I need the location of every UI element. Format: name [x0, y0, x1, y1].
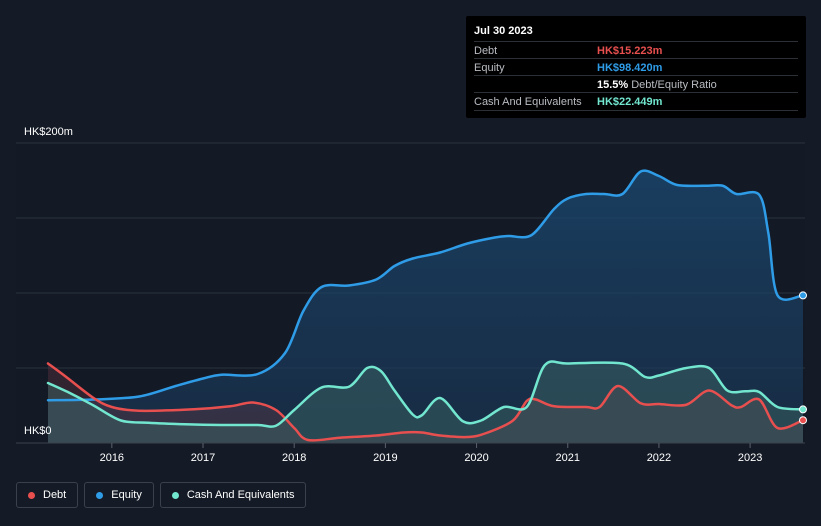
ratio-caption: Debt/Equity Ratio — [631, 79, 717, 91]
y-axis-top-label: HK$200m — [24, 126, 73, 138]
legend-item-equity[interactable]: Equity — [84, 482, 154, 508]
tooltip-row-debt: Debt HK$15.223m — [474, 41, 798, 59]
legend-dot-icon — [96, 491, 104, 499]
end-point-equity — [799, 291, 807, 300]
legend-item-debt[interactable]: Debt — [16, 482, 79, 508]
x-tick-label: 2020 — [464, 452, 488, 464]
ratio-value: 15.5% — [597, 79, 629, 91]
tooltip-row-cash: Cash And Equivalents HK$22.449m — [474, 92, 798, 111]
legend-label: Equity — [111, 489, 142, 501]
line-cash-and-equivalents — [46, 360, 805, 428]
tooltip-value: HK$22.449m — [597, 96, 663, 108]
area-fills — [48, 170, 803, 444]
line-equity — [46, 169, 805, 402]
x-axis-ticks: 2016 2017 2018 2019 2020 2021 2022 2023 — [16, 442, 805, 464]
end-markers — [799, 291, 807, 425]
x-tick-label: 2021 — [556, 452, 580, 464]
tooltip-label: Debt — [474, 45, 498, 57]
x-tick-label: 2019 — [373, 452, 397, 464]
end-point-debt — [799, 416, 807, 425]
x-tick-label: 2022 — [647, 452, 671, 464]
chart-legend: Debt Equity Cash And Equivalents — [16, 482, 307, 510]
tooltip-label: Equity — [474, 62, 505, 74]
end-point-cash-and-equivalents — [799, 405, 807, 414]
tooltip-label: Cash And Equivalents — [474, 96, 582, 108]
line-debt — [46, 362, 805, 442]
legend-label: Debt — [43, 489, 67, 501]
area-debt — [48, 363, 803, 443]
legend-label: Cash And Equivalents — [186, 489, 295, 501]
tooltip-value: HK$98.420m — [597, 62, 663, 74]
x-tick-label: 2023 — [738, 452, 762, 464]
tooltip-row-ratio: 15.5% Debt/Equity Ratio — [474, 75, 798, 93]
x-tick-label: 2017 — [191, 452, 215, 464]
x-tick-label: 2018 — [282, 452, 306, 464]
tooltip-row-equity: Equity HK$98.420m — [474, 58, 798, 76]
y-axis-bottom-label: HK$0 — [24, 425, 52, 437]
series-lines — [46, 169, 805, 442]
tooltip-date: Jul 30 2023 — [474, 25, 533, 37]
x-tick-label: 2016 — [100, 452, 124, 464]
area-equity — [48, 170, 803, 444]
legend-item-cash[interactable]: Cash And Equivalents — [159, 482, 307, 508]
legend-dot-icon — [28, 491, 35, 499]
area-cash-and-equivalents — [48, 361, 803, 443]
legend-dot-icon — [171, 491, 179, 499]
tooltip-value: HK$15.223m — [597, 45, 663, 57]
data-tooltip: Jul 30 2023 Debt HK$15.223m Equity HK$98… — [466, 16, 806, 118]
tooltip-value: 15.5% Debt/Equity Ratio — [597, 79, 717, 91]
